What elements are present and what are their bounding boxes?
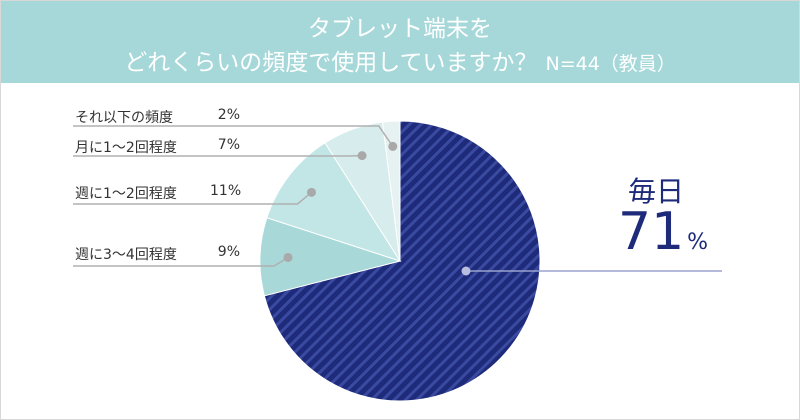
legend-value-monthly: 7% <box>217 137 240 153</box>
legend-value-less: 2% <box>217 107 240 123</box>
leader-weekly34 <box>73 256 289 267</box>
daily-percent-unit: % <box>687 230 709 255</box>
legend-value-weekly12: 11% <box>210 183 242 199</box>
leader-daily-dot <box>461 266 471 276</box>
daily-value: 71% <box>618 202 708 262</box>
leader-weekly34-dot <box>283 252 293 262</box>
legend-label-weekly12: 週に1〜2回程度 <box>75 186 177 202</box>
legend-label-monthly: 月に1〜2回程度 <box>75 140 177 156</box>
pie-slice-4 <box>381 120 401 262</box>
legend-label-less: それ以下の頻度 <box>75 110 173 126</box>
chart-title-line2: どれくらいの頻度で使用していますか？ N=44（教員） <box>1 43 799 77</box>
pie-slice-2 <box>266 142 402 262</box>
legend-value-weekly34: 9% <box>217 244 240 260</box>
pie-slice-1 <box>259 217 402 297</box>
leader-less <box>73 125 394 147</box>
daily-percent: 71 <box>618 202 685 262</box>
leader-monthly-dot <box>357 151 367 161</box>
pie-slice-0 <box>263 120 541 402</box>
chart-title-text: どれくらいの頻度で使用していますか？ <box>124 50 538 76</box>
leader-weekly12-dot <box>307 187 317 197</box>
leader-weekly12 <box>73 191 312 205</box>
daily-label: 毎日 <box>628 175 685 208</box>
sample-size-note: N=44（教員） <box>545 53 676 75</box>
legend-label-weekly34: 週に3〜4回程度 <box>75 247 177 263</box>
title-banner: タブレット端末を どれくらいの頻度で使用していますか？ N=44（教員） <box>1 1 799 83</box>
leader-less-dot <box>388 141 398 151</box>
chart-title-line1: タブレット端末を <box>308 16 492 42</box>
